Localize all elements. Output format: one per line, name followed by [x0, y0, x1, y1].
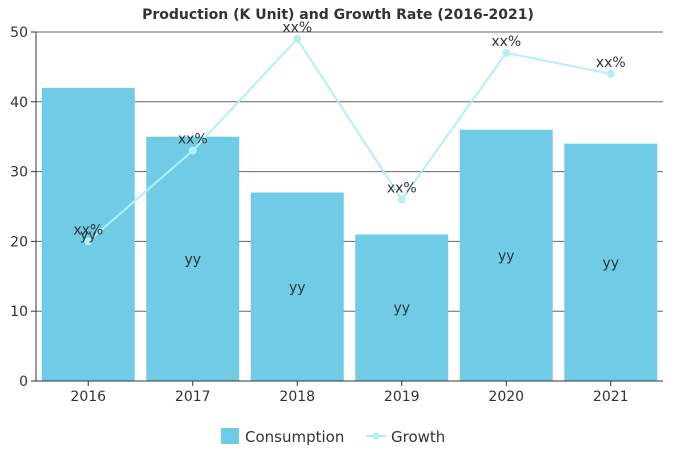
legend-marker-growth[interactable] — [372, 432, 380, 440]
growth-point-2017[interactable] — [188, 146, 197, 155]
line-series — [84, 34, 615, 246]
chart-title: Production (K Unit) and Growth Rate (201… — [142, 7, 534, 23]
y-tick-label: 40 — [10, 95, 28, 111]
y-tick-label: 10 — [10, 304, 28, 320]
growth-label: xx% — [282, 20, 312, 36]
bar-series — [41, 87, 658, 381]
bar-label: yy — [184, 252, 201, 268]
growth-point-2020[interactable] — [502, 48, 511, 57]
x-tick-label: 2021 — [593, 389, 629, 405]
y-tick-label: 50 — [10, 25, 28, 41]
growth-label: xx% — [73, 222, 103, 238]
growth-line — [87, 37, 611, 243]
growth-label: xx% — [596, 55, 626, 71]
legend[interactable]: Consumption Growth — [221, 428, 445, 446]
bar-label: yy — [80, 227, 97, 243]
y-tick-label: 20 — [10, 234, 28, 250]
bar-2018[interactable] — [250, 192, 344, 381]
axes: 0 10 20 30 40 50 2016 2017 2018 2019 2020 2021 — [10, 25, 663, 405]
x-tick-label: 2017 — [175, 389, 211, 405]
growth-point-2021[interactable] — [606, 69, 615, 78]
legend-label-consumption[interactable]: Consumption — [245, 428, 344, 446]
bar-2019[interactable] — [355, 234, 449, 381]
bar-2020[interactable] — [459, 129, 553, 381]
legend-swatch-consumption[interactable] — [221, 428, 239, 444]
bar-label: yy — [393, 301, 410, 317]
x-tick-label: 2019 — [384, 389, 420, 405]
bar-2016[interactable] — [41, 87, 135, 381]
legend-label-growth[interactable]: Growth — [391, 428, 445, 446]
growth-label: xx% — [491, 34, 521, 50]
y-tick-label: 0 — [19, 374, 28, 390]
growth-point-2019[interactable] — [397, 195, 406, 204]
bar-2021[interactable] — [564, 143, 658, 381]
bar-label: yy — [602, 255, 619, 271]
y-tick-label: 30 — [10, 165, 28, 181]
x-tick-label: 2020 — [488, 389, 524, 405]
bar-label: yy — [498, 248, 515, 264]
x-tick-label: 2016 — [70, 389, 106, 405]
growth-point-2018[interactable] — [293, 34, 302, 43]
grid — [36, 31, 663, 312]
x-tick-label: 2018 — [279, 389, 315, 405]
growth-point-2016[interactable] — [84, 237, 93, 246]
bar-label: yy — [289, 280, 306, 296]
growth-label: xx% — [387, 181, 417, 197]
growth-label: xx% — [178, 132, 208, 148]
